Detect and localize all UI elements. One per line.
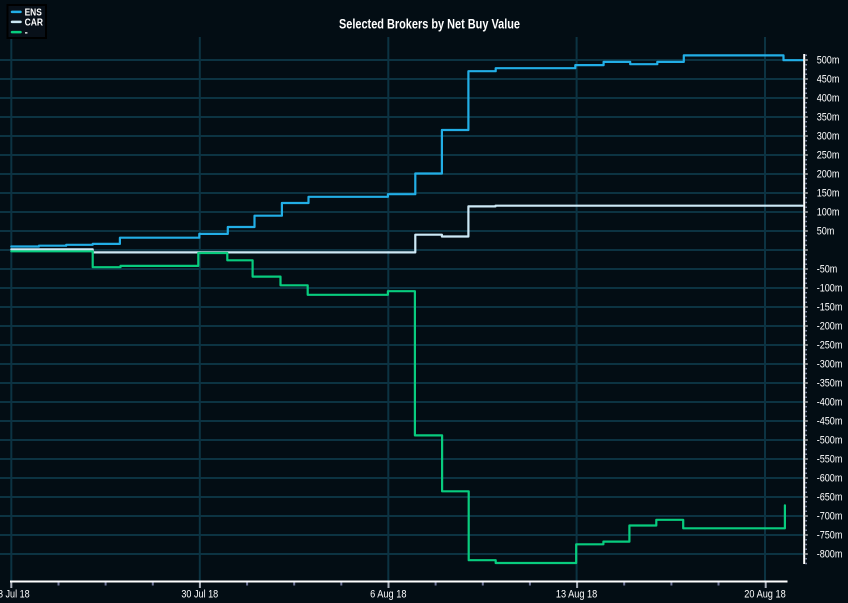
svg-text:-50m: -50m — [817, 264, 838, 276]
svg-text:-300m: -300m — [817, 359, 843, 371]
svg-text:-500m: -500m — [817, 435, 843, 447]
svg-text:350m: 350m — [817, 112, 840, 124]
svg-text:Selected Brokers by Net Buy Va: Selected Brokers by Net Buy Value — [339, 17, 520, 32]
svg-text:400m: 400m — [817, 93, 840, 105]
svg-text:100m: 100m — [817, 207, 840, 219]
svg-text:-: - — [25, 28, 28, 39]
svg-text:-250m: -250m — [817, 340, 843, 352]
svg-text:50m: 50m — [817, 226, 835, 238]
svg-text:13 Aug 18: 13 Aug 18 — [556, 589, 597, 601]
svg-text:-200m: -200m — [817, 321, 843, 333]
svg-text:-450m: -450m — [817, 416, 843, 428]
svg-text:-650m: -650m — [817, 492, 843, 504]
svg-text:ENS: ENS — [25, 8, 42, 19]
svg-text:-150m: -150m — [817, 302, 843, 314]
svg-text:23 Jul 18: 23 Jul 18 — [0, 589, 30, 601]
svg-text:500m: 500m — [817, 55, 840, 67]
svg-text:-750m: -750m — [817, 530, 843, 542]
svg-text:200m: 200m — [817, 169, 840, 181]
svg-text:150m: 150m — [817, 188, 840, 200]
svg-text:-350m: -350m — [817, 378, 843, 390]
svg-text:6 Aug 18: 6 Aug 18 — [370, 589, 406, 601]
svg-text:250m: 250m — [817, 150, 840, 162]
svg-text:CAR: CAR — [25, 18, 44, 29]
svg-text:300m: 300m — [817, 131, 840, 143]
svg-text:-100m: -100m — [817, 283, 843, 295]
svg-text:-700m: -700m — [817, 511, 843, 523]
svg-text:-400m: -400m — [817, 397, 843, 409]
svg-text:-600m: -600m — [817, 473, 843, 485]
svg-text:20 Aug 18: 20 Aug 18 — [744, 589, 785, 601]
svg-text:450m: 450m — [817, 74, 840, 86]
svg-text:-800m: -800m — [817, 549, 843, 561]
svg-text:30 Jul 18: 30 Jul 18 — [181, 589, 218, 601]
svg-text:-550m: -550m — [817, 454, 843, 466]
